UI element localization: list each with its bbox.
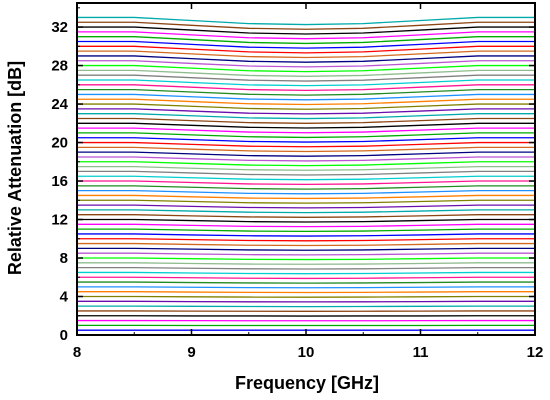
x-axis-title: Frequency [GHz] (235, 373, 379, 393)
series-line-30 (77, 194, 535, 200)
series-line-40 (77, 146, 535, 153)
series-line-37 (77, 161, 535, 167)
y-tick-label: 20 (51, 135, 68, 152)
series-line-39 (77, 151, 535, 157)
series-line-46 (77, 117, 535, 124)
series-line-54 (77, 79, 535, 87)
y-axis-title: Relative Attenuation [dB] (5, 61, 25, 275)
series-line-58 (77, 60, 535, 68)
y-tick-label: 16 (51, 173, 68, 190)
series-line-60 (77, 50, 535, 59)
series-line-38 (77, 156, 535, 162)
series-line-24 (77, 223, 535, 228)
series-line-51 (77, 93, 535, 101)
y-tick-label: 4 (60, 289, 69, 306)
series-line-33 (77, 180, 535, 186)
series-line-57 (77, 64, 535, 73)
series-line-45 (77, 122, 535, 129)
series-line-62 (77, 40, 535, 49)
series-line-19 (77, 247, 535, 251)
x-tick-label: 12 (527, 344, 544, 361)
series-line-52 (77, 88, 535, 96)
series-line-65 (77, 26, 535, 35)
series-line-25 (77, 218, 535, 223)
series-line-11 (77, 286, 535, 289)
series-layer (77, 16, 535, 336)
series-line-32 (77, 185, 535, 190)
y-tick-label: 8 (60, 250, 68, 267)
series-line-31 (77, 190, 535, 195)
series-line-42 (77, 137, 535, 143)
series-line-20 (77, 242, 535, 247)
series-line-21 (77, 238, 535, 242)
series-line-49 (77, 103, 535, 110)
series-line-35 (77, 170, 535, 176)
y-tick-label: 28 (51, 58, 68, 75)
series-line-15 (77, 266, 535, 270)
series-line-66 (77, 21, 535, 30)
y-tick-label: 0 (60, 327, 68, 344)
series-line-18 (77, 252, 535, 256)
axes-layer: 8 9 10 11 12 0 4 8 12 16 20 24 28 32 (51, 2, 544, 361)
series-line-67 (77, 16, 535, 26)
series-line-34 (77, 175, 535, 181)
series-line-13 (77, 276, 535, 280)
series-line-41 (77, 141, 535, 148)
series-line-53 (77, 84, 535, 92)
series-line-22 (77, 233, 535, 237)
series-line-23 (77, 228, 535, 233)
series-line-55 (77, 74, 535, 82)
series-line-9 (77, 295, 535, 298)
series-line-61 (77, 45, 535, 54)
x-tick-label: 8 (73, 344, 81, 361)
series-line-47 (77, 113, 535, 120)
series-line-27 (77, 209, 535, 214)
series-line-48 (77, 108, 535, 115)
series-line-26 (77, 214, 535, 218)
series-line-36 (77, 165, 535, 171)
y-tick-label: 24 (51, 96, 68, 113)
series-line-50 (77, 98, 535, 106)
y-tick-label: 12 (51, 212, 68, 229)
x-tick-label: 9 (187, 344, 195, 361)
series-line-28 (77, 204, 535, 209)
series-line-16 (77, 262, 535, 265)
series-line-63 (77, 36, 535, 45)
series-line-14 (77, 271, 535, 275)
series-line-56 (77, 69, 535, 77)
series-line-8 (77, 300, 535, 303)
series-line-10 (77, 291, 535, 294)
series-line-64 (77, 31, 535, 40)
x-tick-label: 11 (413, 344, 429, 361)
series-line-43 (77, 132, 535, 139)
y-tick-label: 32 (51, 19, 68, 36)
series-line-17 (77, 257, 535, 261)
series-line-59 (77, 55, 535, 63)
series-line-29 (77, 199, 535, 204)
series-line-12 (77, 281, 535, 284)
x-tick-label: 10 (298, 344, 315, 361)
series-line-44 (77, 127, 535, 134)
